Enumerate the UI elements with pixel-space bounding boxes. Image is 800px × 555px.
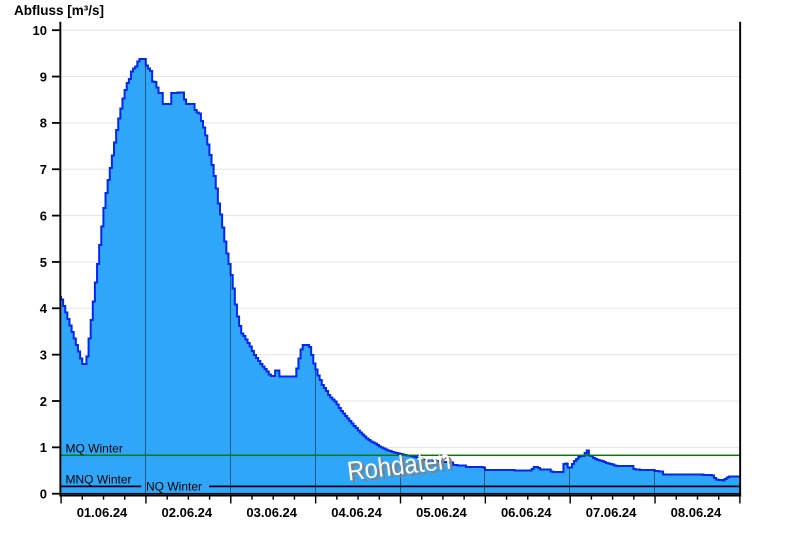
svg-text:0: 0 bbox=[40, 487, 47, 502]
svg-text:7: 7 bbox=[40, 162, 47, 177]
svg-text:5: 5 bbox=[40, 255, 47, 270]
svg-text:02.06.24: 02.06.24 bbox=[162, 505, 213, 520]
svg-text:6: 6 bbox=[40, 208, 47, 223]
svg-text:10: 10 bbox=[33, 23, 47, 38]
svg-text:05.06.24: 05.06.24 bbox=[416, 505, 467, 520]
svg-text:9: 9 bbox=[40, 69, 47, 84]
svg-text:06.06.24: 06.06.24 bbox=[501, 505, 552, 520]
svg-text:3: 3 bbox=[40, 347, 47, 362]
svg-text:8: 8 bbox=[40, 116, 47, 131]
svg-text:MQ Winter: MQ Winter bbox=[66, 441, 123, 455]
svg-text:NQ Winter: NQ Winter bbox=[146, 479, 202, 493]
svg-text:07.06.24: 07.06.24 bbox=[586, 505, 637, 520]
svg-text:4: 4 bbox=[40, 301, 48, 316]
svg-text:1: 1 bbox=[40, 440, 47, 455]
svg-text:04.06.24: 04.06.24 bbox=[331, 505, 382, 520]
svg-text:Abfluss [m³/s]: Abfluss [m³/s] bbox=[14, 3, 104, 18]
svg-text:MNQ Winter: MNQ Winter bbox=[66, 473, 132, 487]
svg-text:08.06.24: 08.06.24 bbox=[671, 505, 722, 520]
svg-text:01.06.24: 01.06.24 bbox=[77, 505, 128, 520]
svg-text:03.06.24: 03.06.24 bbox=[246, 505, 297, 520]
svg-text:2: 2 bbox=[40, 394, 47, 409]
